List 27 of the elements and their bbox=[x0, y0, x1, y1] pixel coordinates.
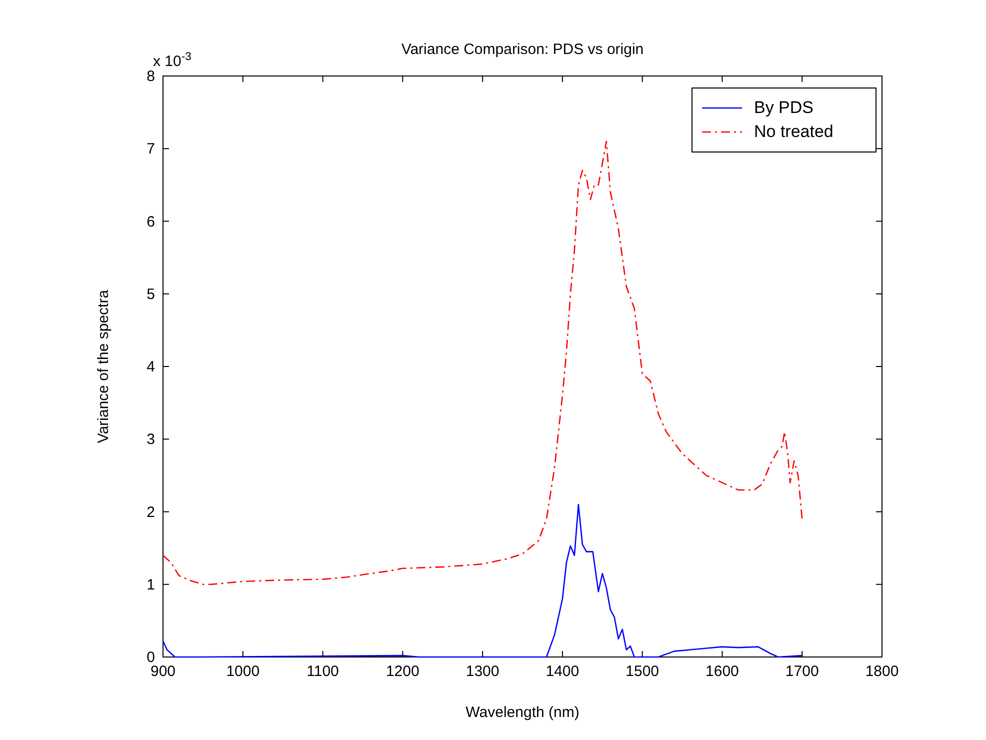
y-tick-label: 7 bbox=[146, 140, 155, 158]
x-tick-label: 1500 bbox=[626, 663, 660, 680]
y-tick-label: 0 bbox=[146, 649, 155, 666]
y-tick-label: 8 bbox=[146, 68, 155, 85]
x-tick-label: 1600 bbox=[706, 663, 739, 680]
text: x 10$^{-3}$ bbox=[153, 51, 192, 70]
y-tick-label: 3 bbox=[146, 431, 155, 448]
x-tick-label: 1000 bbox=[226, 663, 260, 680]
x-tick-label: 1700 bbox=[785, 663, 819, 680]
y-tick-label: 5 bbox=[146, 286, 155, 303]
y-tick-label: 4 bbox=[146, 358, 155, 376]
line-series bbox=[162, 140, 803, 586]
y-axis-title: Variance of the spectra bbox=[95, 289, 112, 444]
x-tick-label: 1800 bbox=[865, 663, 899, 680]
x-tick-label: 1200 bbox=[386, 663, 420, 680]
y-tick-label: 1 bbox=[146, 576, 155, 594]
x-axis-title: Wavelength (nm) bbox=[466, 704, 580, 721]
x-tick-label: 1300 bbox=[466, 663, 500, 680]
y-tick-label: 6 bbox=[146, 213, 155, 230]
y-tick-label: 2 bbox=[146, 504, 155, 521]
legend-label: No treated bbox=[754, 122, 834, 141]
legend-label: By PDS bbox=[754, 98, 814, 117]
line-series bbox=[162, 504, 803, 658]
x-tick-label: 1100 bbox=[306, 663, 339, 680]
chart-title: Variance Comparison: PDS vs origin bbox=[401, 41, 644, 58]
x-tick-label: 900 bbox=[150, 663, 176, 680]
x-tick-label: 1400 bbox=[546, 663, 580, 680]
